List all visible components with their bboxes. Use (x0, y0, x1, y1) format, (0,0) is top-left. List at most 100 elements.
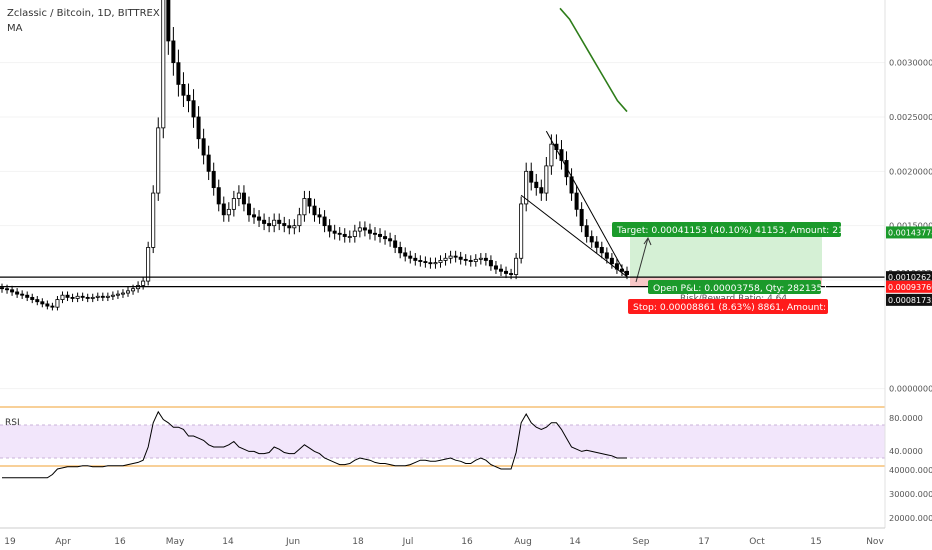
candle (211, 170, 216, 189)
wedge-upper-line[interactable] (545, 130, 628, 277)
candle (272, 219, 277, 227)
candle (473, 258, 478, 262)
candle (65, 294, 70, 298)
price-badge-label: 0.00093760 (888, 283, 932, 292)
candle (20, 293, 25, 296)
candle (120, 292, 125, 295)
price-candles (0, 0, 630, 311)
candle (584, 225, 589, 237)
candle (483, 257, 488, 261)
candle (352, 230, 357, 237)
chart-title: Zclassic / Bitcoin, 1D, BITTREX (7, 8, 160, 19)
candle (342, 233, 347, 237)
candle (226, 208, 231, 216)
pnl-text: Open P&L: 0.00003758, Qty: 2821351 (653, 283, 828, 294)
candle (282, 223, 287, 227)
candle (55, 299, 60, 308)
rsi-pane (0, 406, 885, 479)
candle (564, 160, 569, 178)
candle (156, 127, 161, 194)
rsi-tick-label: 40.0000 (889, 446, 923, 456)
candle (544, 165, 549, 194)
candle (186, 94, 191, 102)
candle (423, 261, 428, 264)
candle (488, 260, 493, 267)
wedge-lower-line[interactable] (520, 194, 628, 278)
candle (357, 227, 362, 232)
candle (90, 296, 95, 299)
moving-average-line (559, 7, 628, 113)
candle (403, 252, 408, 257)
candle (161, 0, 166, 129)
time-tick-label: 19 (4, 537, 16, 547)
rsi-axis[interactable]: 80.0000 40.0000 40000.0000 30000.0000 20000.… (889, 413, 932, 523)
candle (413, 257, 418, 261)
candle (151, 192, 156, 248)
candle (40, 301, 45, 305)
indicator-label[interactable]: MA (7, 23, 23, 34)
candle (347, 236, 352, 238)
candle (367, 229, 372, 234)
long-position-tool[interactable] (630, 232, 822, 287)
stop-label[interactable]: Stop: 0.00008861 (8.63%) 8861, Amount: 7… (628, 299, 847, 314)
time-tick-label: 14 (569, 537, 581, 547)
candle (231, 198, 236, 210)
candle (509, 273, 514, 275)
candle (458, 256, 463, 260)
price-badge-label: 0.00143774 (888, 228, 932, 237)
candle (257, 216, 262, 221)
candle (504, 270, 509, 274)
candle (236, 192, 241, 199)
candle (463, 258, 468, 261)
ma-line (559, 7, 628, 113)
candle (25, 294, 30, 298)
pnl-label-bg (648, 280, 821, 294)
candle (50, 305, 55, 308)
candle (307, 198, 312, 207)
candle (10, 289, 15, 293)
candle (191, 100, 196, 118)
time-tick-label: 14 (222, 537, 234, 547)
candle (171, 40, 176, 64)
candle (468, 260, 473, 262)
candle (95, 295, 100, 298)
candle (30, 296, 35, 300)
candle (388, 238, 393, 242)
candle (594, 241, 599, 248)
candle (337, 232, 342, 235)
candle (110, 294, 115, 297)
candle (398, 246, 403, 254)
time-tick-label: Aug (514, 537, 532, 547)
price-badge (886, 280, 932, 293)
candle (75, 295, 80, 299)
candle (146, 246, 151, 282)
candle (100, 295, 105, 298)
candle (362, 227, 367, 231)
falling-wedge-drawing[interactable] (520, 130, 628, 278)
candle (574, 192, 579, 210)
candle (80, 295, 85, 298)
candle (252, 214, 257, 218)
rsi-label[interactable]: RSI (5, 418, 20, 428)
candle (15, 291, 20, 295)
candle (262, 219, 267, 224)
time-axis[interactable]: 19 Apr 16 May 14 Jun 18 Jul 16 Aug 14 Sep 17 Oct 15 Nov (4, 537, 884, 547)
stop-label-bg (628, 299, 828, 314)
rsi-band (0, 425, 885, 458)
candle (287, 225, 292, 229)
candle (448, 255, 453, 259)
candle (524, 170, 529, 205)
candle (453, 255, 458, 258)
candle (383, 236, 388, 240)
target-zone[interactable] (630, 232, 822, 278)
candle (176, 62, 181, 85)
candle (438, 260, 443, 264)
rsi-tick-label: 40000.0000 (889, 465, 932, 475)
candle (221, 203, 226, 216)
target-label[interactable]: Target: 0.00041153 (40.10%) 41153, Amoun… (612, 222, 870, 237)
